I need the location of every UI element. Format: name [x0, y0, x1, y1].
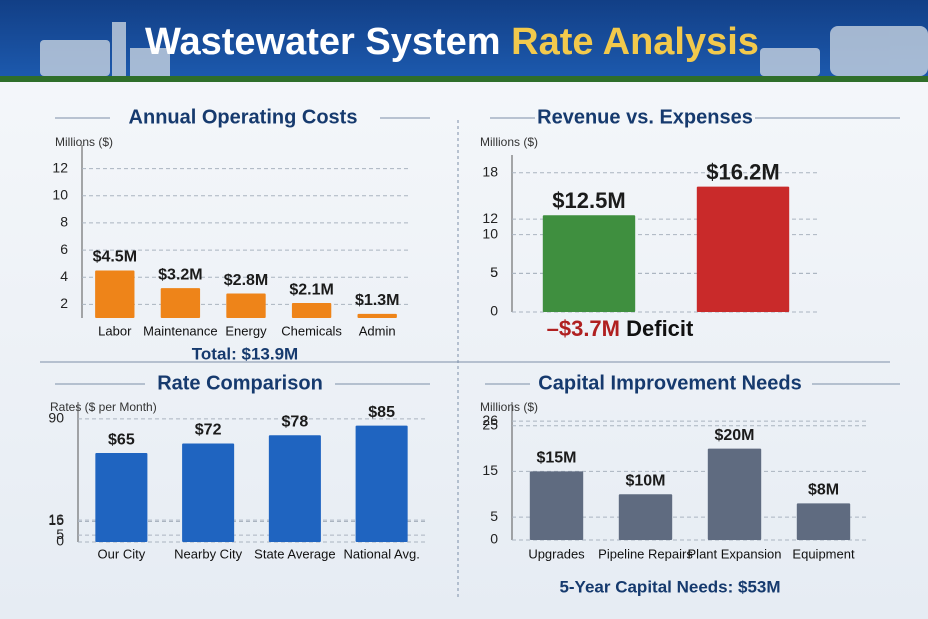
- x-tick-label: Maintenance: [143, 323, 217, 338]
- annotation-label: Deficit: [626, 316, 694, 341]
- bar: [796, 503, 851, 540]
- x-tick-label: Labor: [98, 323, 132, 338]
- x-tick-label: Nearby City: [174, 546, 242, 561]
- annotation: Total: $13.9M: [192, 344, 298, 363]
- value-label: $15M: [536, 450, 576, 467]
- value-label: $2.8M: [224, 272, 268, 289]
- x-tick-label: Pipeline Repairs: [598, 546, 693, 561]
- y-tick-label: 10: [482, 225, 498, 241]
- annotation-value: –$3.7M: [547, 316, 620, 341]
- y-axis-label: Rates ($ per Month): [50, 400, 157, 414]
- bar: [226, 293, 266, 318]
- value-label: $8M: [808, 482, 839, 499]
- y-tick-label: 16: [48, 511, 64, 527]
- y-tick-label: 0: [490, 303, 498, 319]
- y-tick-label: 12: [482, 210, 498, 226]
- x-tick-label: Upgrades: [528, 546, 585, 561]
- x-tick-label: State Average: [254, 546, 335, 561]
- bar: [95, 453, 148, 542]
- title-accent: Rate Analysis: [511, 21, 759, 63]
- value-label: $4.5M: [93, 249, 137, 266]
- bar: [529, 471, 584, 540]
- y-tick-label: 5: [490, 508, 498, 524]
- value-label: $78: [282, 413, 309, 430]
- title-main: Wastewater System: [145, 21, 501, 63]
- x-tick-label: National Avg.: [343, 546, 419, 561]
- x-tick-label: Equipment: [792, 546, 855, 561]
- x-tick-label: Admin: [359, 323, 396, 338]
- y-axis-label: Millions ($): [480, 135, 538, 149]
- value-label: $10M: [625, 473, 665, 490]
- y-tick-label: 0: [490, 531, 498, 547]
- y-tick-label: 15: [482, 462, 498, 478]
- value-label: $1.3M: [355, 292, 399, 309]
- x-tick-label: Chemicals: [281, 323, 342, 338]
- y-axis-label: Millions ($): [55, 135, 113, 149]
- chart-title: Revenue vs. Expenses: [537, 106, 753, 128]
- y-tick-label: 6: [60, 241, 68, 257]
- x-tick-label: Energy: [225, 323, 267, 338]
- bar: [160, 288, 201, 318]
- bar: [291, 303, 332, 318]
- y-tick-label: 2: [60, 295, 68, 311]
- y-tick-label: 12: [52, 159, 68, 175]
- y-tick-label: 15: [48, 512, 64, 528]
- y-tick-label: 90: [48, 410, 64, 426]
- y-tick-label: 10: [52, 186, 68, 202]
- bar: [696, 186, 790, 312]
- y-tick-label: 25: [482, 416, 498, 432]
- page-title: Wastewater System Rate Analysis: [145, 21, 759, 63]
- value-label: $12.5M: [552, 188, 625, 213]
- bar: [355, 425, 408, 542]
- y-tick-label: 4: [60, 268, 68, 284]
- value-label: $2.1M: [289, 281, 333, 298]
- y-tick-label: 0: [56, 533, 64, 549]
- y-axis-label: Millions ($): [480, 400, 538, 414]
- bar: [707, 448, 762, 540]
- annotation: 5-Year Capital Needs: $53M: [559, 577, 780, 596]
- value-label: $20M: [714, 427, 754, 444]
- x-tick-label: Our City: [98, 546, 146, 561]
- value-label: $65: [108, 431, 135, 448]
- y-tick-label: 5: [490, 264, 498, 280]
- bar: [95, 270, 135, 318]
- y-tick-label: 8: [60, 214, 68, 230]
- bar: [357, 313, 397, 318]
- bar: [618, 494, 673, 540]
- header-strip: [0, 76, 928, 82]
- value-label: $72: [195, 422, 222, 439]
- x-tick-label: Plant Expansion: [688, 546, 782, 561]
- chart-title: Rate Comparison: [157, 372, 323, 394]
- header-plant-right: [760, 26, 928, 76]
- y-tick-label: 5: [490, 264, 498, 280]
- bar: [182, 443, 235, 542]
- bar: [542, 215, 636, 312]
- value-label: $85: [368, 404, 395, 421]
- chart-title: Annual Operating Costs: [129, 106, 358, 128]
- value-label: $16.2M: [706, 159, 779, 184]
- annotation: –$3.7M Deficit: [547, 316, 694, 341]
- chart-title: Capital Improvement Needs: [538, 372, 801, 394]
- value-label: $3.2M: [158, 266, 202, 283]
- y-tick-label: 18: [482, 163, 498, 179]
- y-tick-label: 26: [482, 412, 498, 428]
- bar: [268, 435, 321, 542]
- header-plant-left: [40, 22, 170, 76]
- y-tick-label: 5: [56, 526, 64, 542]
